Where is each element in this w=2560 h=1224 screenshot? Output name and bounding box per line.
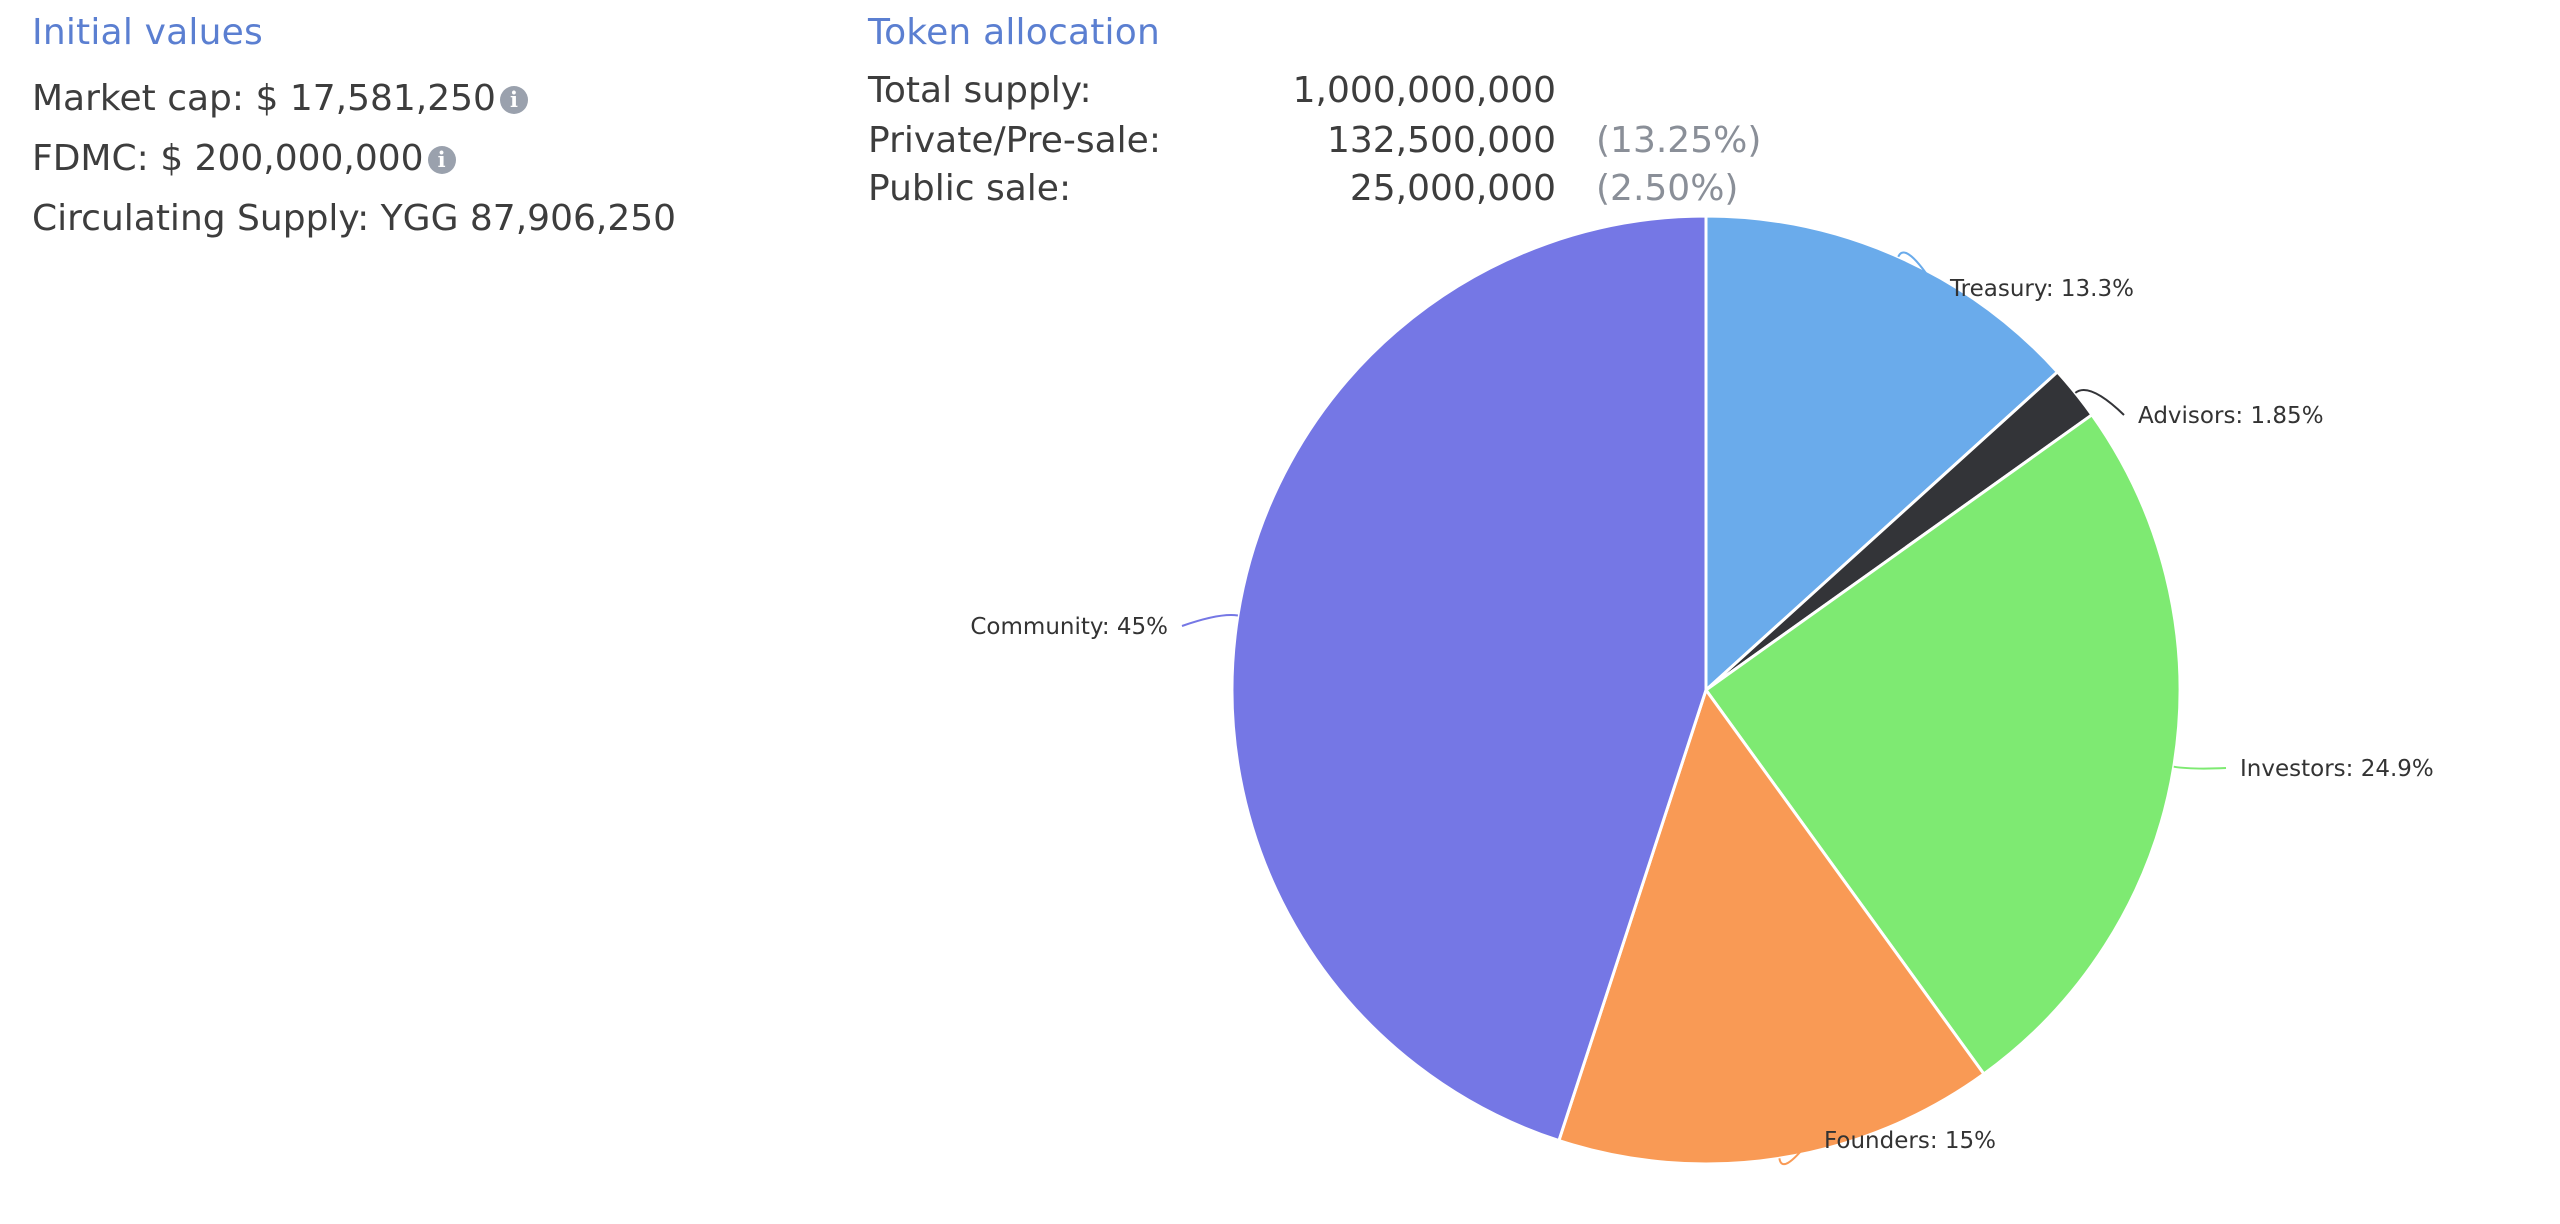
pie-labels: Treasury: 13.3% Advisors: 1.85% Investors:…	[970, 276, 2433, 1154]
pie-leader-lines	[1181, 251, 2227, 1166]
info-icon[interactable]: i	[499, 86, 528, 114]
circulating-supply-text: Circulating Supply: YGG 87,906,250	[32, 198, 677, 239]
leader-line-founders	[1778, 1139, 1811, 1166]
token-allocation-title: Token allocation	[868, 12, 1160, 53]
market-cap-text: Market cap: $ 17,581,250	[32, 78, 496, 119]
info-icon[interactable]: i	[427, 146, 456, 174]
pie-slice-treasury[interactable]	[1704, 214, 2060, 694]
leader-line-investors	[2173, 765, 2227, 770]
public-sale-value: 25,000,000	[1349, 168, 1556, 209]
leader-line-advisors	[2074, 389, 2125, 416]
pie-slice-investors[interactable]	[1703, 412, 2182, 1077]
public-sale-pct: (2.50%)	[1596, 168, 1739, 209]
private-presale-label: Private/Pre-sale:	[868, 120, 1161, 161]
leader-line-community	[1181, 614, 1239, 627]
private-presale-pct: (13.25%)	[1596, 120, 1762, 161]
initial-values-title: Initial values	[32, 12, 263, 53]
total-supply-label: Total supply:	[868, 70, 1092, 111]
pie-slices	[1230, 214, 2182, 1166]
fdmc-line: FDMC: $ 200,000,000 i	[32, 138, 456, 179]
leader-line-treasury	[1897, 251, 1937, 289]
pie-slice-community[interactable]	[1230, 214, 1708, 1143]
pie-label-advisors: Advisors: 1.85%	[2138, 403, 2324, 429]
private-presale-value: 132,500,000	[1326, 120, 1556, 161]
pie-label-community: Community: 45%	[970, 614, 1168, 640]
total-supply-value: 1,000,000,000	[1292, 70, 1556, 111]
pie-slice-founders[interactable]	[1556, 686, 1986, 1166]
fdmc-text: FDMC: $ 200,000,000	[32, 138, 424, 179]
pie-label-founders: Founders: 15%	[1824, 1128, 1996, 1154]
pie-label-treasury: Treasury: 13.3%	[1949, 276, 2134, 302]
market-cap-line: Market cap: $ 17,581,250 i	[32, 78, 528, 119]
public-sale-label: Public sale:	[868, 168, 1072, 209]
pie-label-investors: Investors: 24.9%	[2240, 756, 2434, 782]
